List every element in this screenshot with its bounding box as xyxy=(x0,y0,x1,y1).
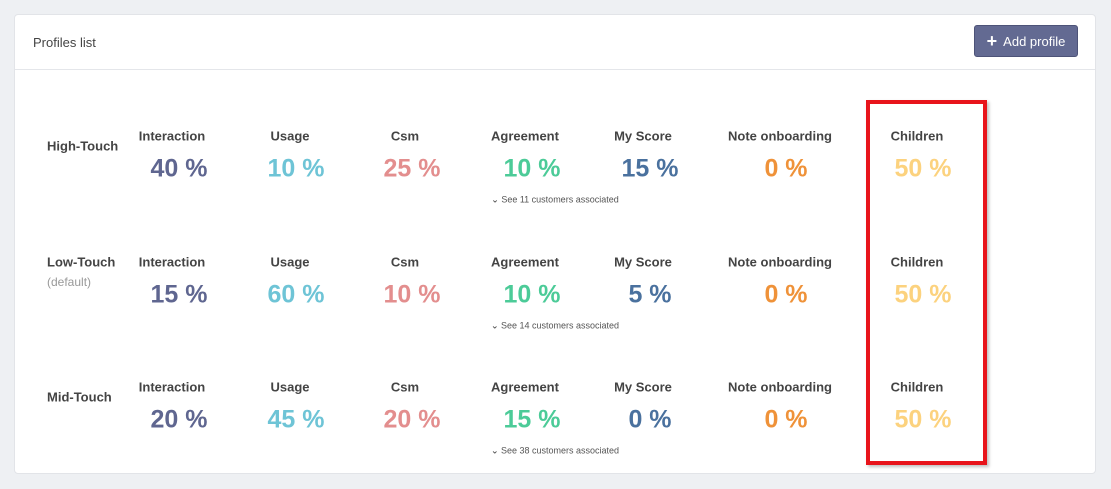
metric-value: 20 % xyxy=(383,405,441,434)
customers-link[interactable]: ⌄ See 38 customers associated xyxy=(491,446,619,457)
metric-label: Note onboarding xyxy=(728,128,832,144)
add-profile-button[interactable]: + Add profile xyxy=(974,25,1078,57)
chevron-icon: ⌄ xyxy=(491,194,502,205)
metric-value: 0 % xyxy=(764,405,808,434)
metric-value: 10 % xyxy=(383,280,441,309)
metric-value: 50 % xyxy=(894,154,952,183)
metric-value: 45 % xyxy=(267,405,325,434)
metric-value: 60 % xyxy=(267,280,325,309)
profile-name: Mid-Touch xyxy=(47,389,112,405)
metric-value: 0 % xyxy=(764,280,808,309)
metric-label: My Score xyxy=(614,379,672,395)
metric-label: Csm xyxy=(390,254,420,270)
metric-value: 50 % xyxy=(894,405,952,434)
metric-label: Csm xyxy=(390,379,420,395)
metric-label: Csm xyxy=(390,128,420,144)
metric-value: 5 % xyxy=(628,280,672,309)
metric-label: Interaction xyxy=(138,254,206,270)
chevron-icon: ⌄ xyxy=(490,445,501,456)
button-label: Add profile xyxy=(1003,33,1066,49)
metric-label: Agreement xyxy=(491,254,559,270)
metric-value: 25 % xyxy=(383,154,441,183)
metric-label: Children xyxy=(890,128,944,144)
panel-title: Profiles list xyxy=(33,35,96,50)
highlight-box xyxy=(866,100,987,465)
metric-label: My Score xyxy=(614,128,672,144)
profile-name: Low-Touch xyxy=(47,254,116,270)
profile-name: High-Touch xyxy=(47,138,119,154)
metric-value: 10 % xyxy=(503,280,561,309)
profile-note: (default) xyxy=(47,275,92,289)
metric-label: Usage xyxy=(270,254,310,270)
metric-label: Note onboarding xyxy=(728,379,832,395)
metric-value: 10 % xyxy=(267,154,325,183)
metric-label: Children xyxy=(890,254,944,270)
metric-value: 40 % xyxy=(150,154,208,183)
metric-label: Usage xyxy=(270,379,310,395)
metric-value: 15 % xyxy=(150,280,208,309)
metric-label: Interaction xyxy=(138,128,206,144)
metric-value: 20 % xyxy=(150,405,208,434)
metric-value: 0 % xyxy=(764,154,808,183)
plus-icon: + xyxy=(986,31,998,51)
link-text: See 11 customers associated xyxy=(501,194,619,205)
metric-label: Interaction xyxy=(138,379,206,395)
metric-label: Agreement xyxy=(491,128,559,144)
metric-label: Agreement xyxy=(491,379,559,395)
panel-header: Profiles list + Add profile xyxy=(15,15,1095,70)
metric-label: Usage xyxy=(270,128,310,144)
metric-label: My Score xyxy=(614,254,672,270)
metric-label: Children xyxy=(890,379,944,395)
metric-value: 0 % xyxy=(628,405,672,434)
link-text: See 38 customers associated xyxy=(500,445,620,456)
chevron-icon: ⌄ xyxy=(490,320,501,331)
metric-value: 15 % xyxy=(621,154,679,183)
profiles-panel: Profiles list + Add profile xyxy=(14,14,1096,474)
customers-link[interactable]: ⌄ See 11 customers associated xyxy=(491,195,618,206)
metric-label: Note onboarding xyxy=(728,254,832,270)
link-text: See 14 customers associated xyxy=(500,320,620,331)
customers-link[interactable]: ⌄ See 14 customers associated xyxy=(491,321,619,332)
metric-value: 15 % xyxy=(503,405,561,434)
metric-value: 10 % xyxy=(503,154,561,183)
metric-value: 50 % xyxy=(894,280,952,309)
